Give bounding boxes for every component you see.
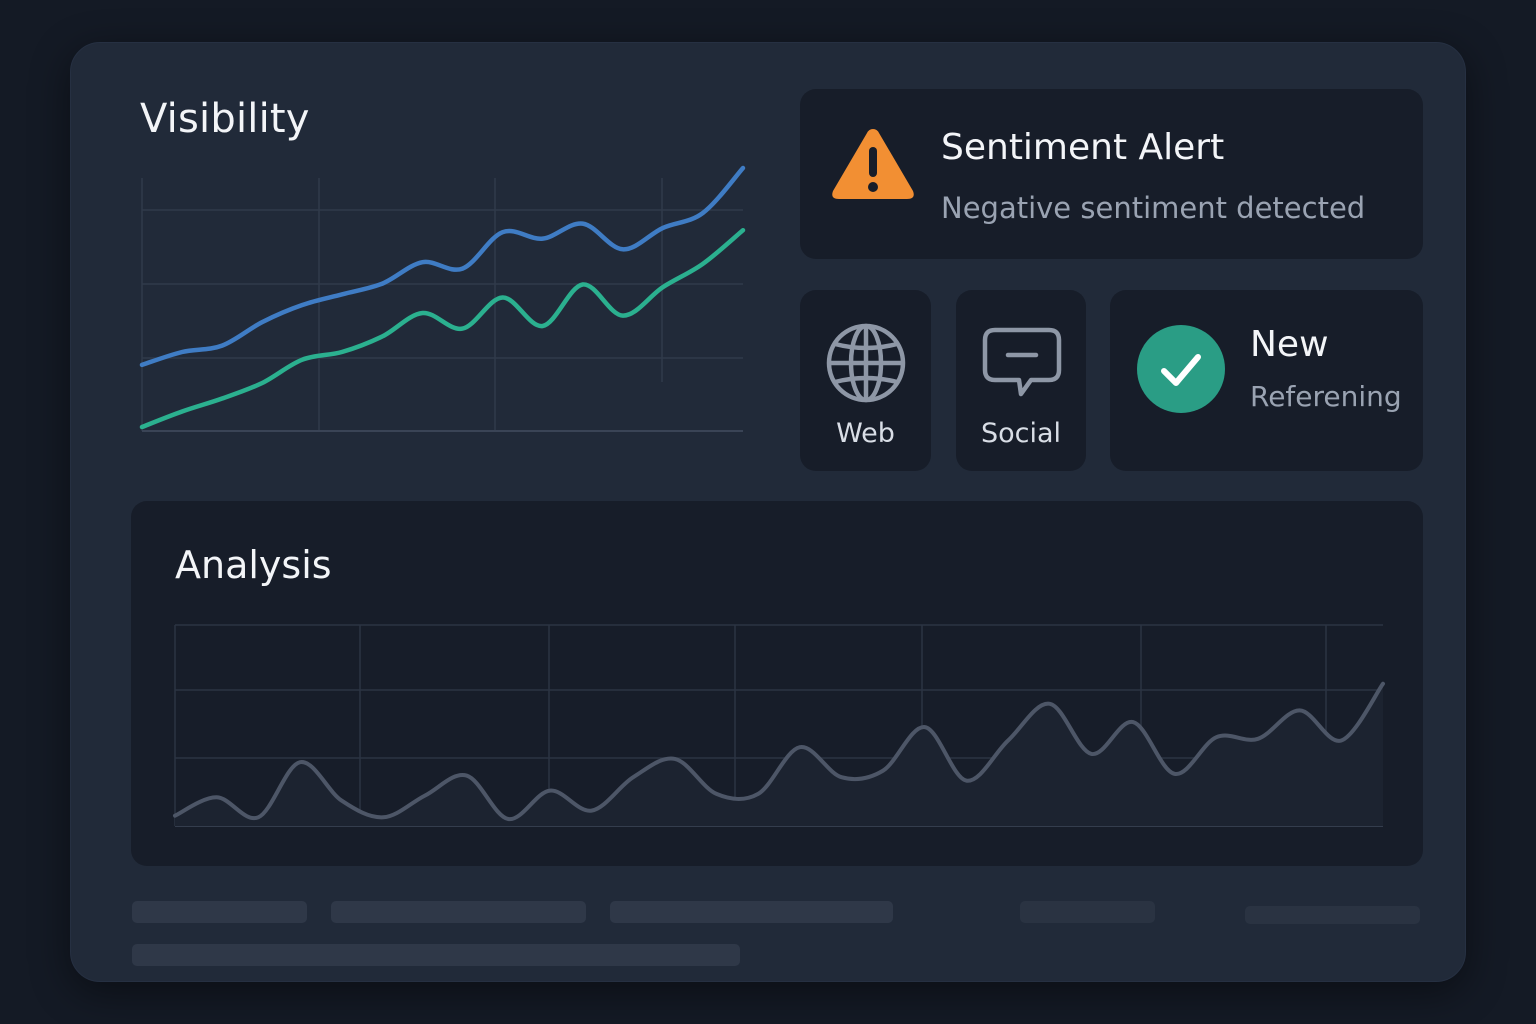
skeleton-bar bbox=[610, 901, 893, 923]
sentiment-alert-card[interactable]: Sentiment Alert Negative sentiment detec… bbox=[800, 89, 1423, 259]
analysis-area-fill bbox=[175, 683, 1383, 826]
skeleton-bar bbox=[331, 901, 586, 923]
visibility-series-line-2 bbox=[139, 227, 746, 430]
visibility-title: Visibility bbox=[140, 96, 310, 142]
analysis-chart bbox=[173, 624, 1385, 827]
source-tile-web[interactable]: Web bbox=[800, 290, 931, 471]
analysis-panel: Analysis bbox=[131, 501, 1423, 866]
source-tile-social[interactable]: Social bbox=[956, 290, 1086, 471]
warning-triangle-icon bbox=[832, 129, 914, 199]
analysis-series-line bbox=[173, 681, 1385, 821]
visibility-series-line-1 bbox=[139, 165, 746, 368]
status-title: New bbox=[1250, 324, 1329, 365]
source-label-web: Web bbox=[836, 418, 895, 449]
skeleton-bar bbox=[132, 944, 740, 966]
alert-title: Sentiment Alert bbox=[941, 127, 1225, 168]
source-label-social: Social bbox=[980, 418, 1062, 449]
analysis-title: Analysis bbox=[175, 543, 332, 587]
alert-subtitle: Negative sentiment detected bbox=[941, 191, 1366, 225]
globe-icon bbox=[826, 323, 906, 403]
skeleton-bar bbox=[1245, 906, 1420, 924]
visibility-chart bbox=[139, 165, 746, 432]
status-subtitle: Referening bbox=[1250, 380, 1402, 413]
chat-bubble-icon bbox=[982, 327, 1062, 397]
check-circle-icon bbox=[1137, 325, 1225, 413]
status-tile-new[interactable]: New Referening bbox=[1110, 290, 1423, 471]
skeleton-bar bbox=[1020, 901, 1155, 923]
skeleton-bar bbox=[132, 901, 307, 923]
